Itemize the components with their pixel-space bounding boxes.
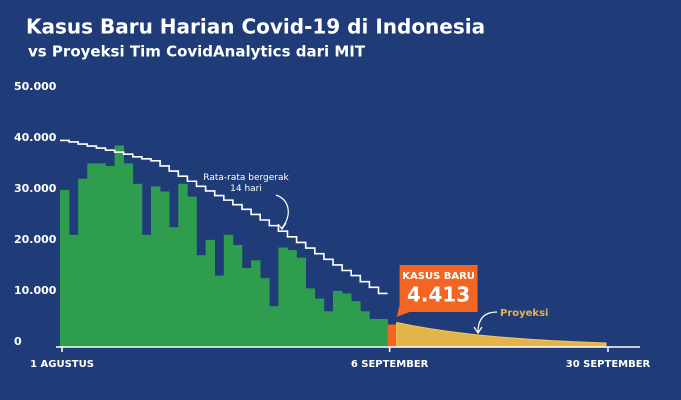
y-tick-label: 20.000 (14, 233, 57, 246)
y-tick-label: 0 (14, 335, 22, 348)
bar (69, 234, 79, 347)
bar (105, 165, 115, 347)
y-tick-label: 50.000 (14, 80, 57, 93)
bar (296, 257, 306, 347)
bar (351, 301, 361, 347)
x-tick-label: 30 SEPTEMBER (566, 359, 651, 370)
annotation-arrowhead (277, 222, 287, 231)
annotation-arrowhead (473, 326, 483, 335)
bar (205, 239, 215, 347)
bar (214, 275, 225, 347)
bar (114, 145, 124, 347)
chart-title: Kasus Baru Harian Covid-19 di Indonesia (26, 15, 485, 39)
x-tick-label: 6 SEPTEMBER (351, 359, 429, 370)
bar (178, 183, 188, 347)
bar (123, 163, 134, 347)
bar (242, 267, 252, 347)
bar (287, 250, 297, 347)
bar (369, 318, 379, 347)
bar (278, 247, 288, 347)
annotation-arrow (477, 311, 498, 333)
bar (323, 311, 334, 347)
bar (223, 234, 234, 347)
bar (387, 324, 397, 347)
bar (87, 163, 97, 347)
bar (342, 293, 352, 347)
y-tick-label: 10.000 (14, 284, 57, 297)
bar (78, 178, 88, 347)
bar (160, 191, 170, 347)
x-tick-label: 1 AGUSTUS (30, 359, 94, 370)
bar (314, 298, 325, 347)
bar (260, 278, 270, 347)
callout-box (399, 265, 478, 312)
annotation-arrow (275, 194, 289, 229)
moving-average-line (60, 139, 388, 295)
bar (378, 318, 388, 347)
bar (151, 186, 161, 347)
bar (251, 260, 261, 347)
bar (187, 196, 197, 347)
bar (305, 288, 316, 347)
bar (333, 290, 343, 347)
bar (60, 189, 70, 347)
bar (360, 311, 370, 347)
callout-title: KASUS BARU (402, 271, 475, 282)
projection-area (396, 321, 607, 348)
bar (132, 183, 143, 347)
y-tick-label: 40.000 (14, 131, 57, 144)
bar (232, 245, 243, 347)
chart-subtitle: vs Proyeksi Tim CovidAnalytics dari MIT (28, 43, 366, 61)
y-tick-label: 30.000 (14, 182, 57, 195)
bar (96, 163, 106, 347)
bar (169, 227, 179, 347)
value-label: 4.413 (407, 283, 470, 307)
bar (196, 255, 206, 347)
bar (141, 234, 152, 347)
annotation: Rata-rata bergerak 14 hari (203, 173, 289, 194)
series-label: Proyeksi (500, 308, 548, 319)
bar (269, 306, 279, 347)
